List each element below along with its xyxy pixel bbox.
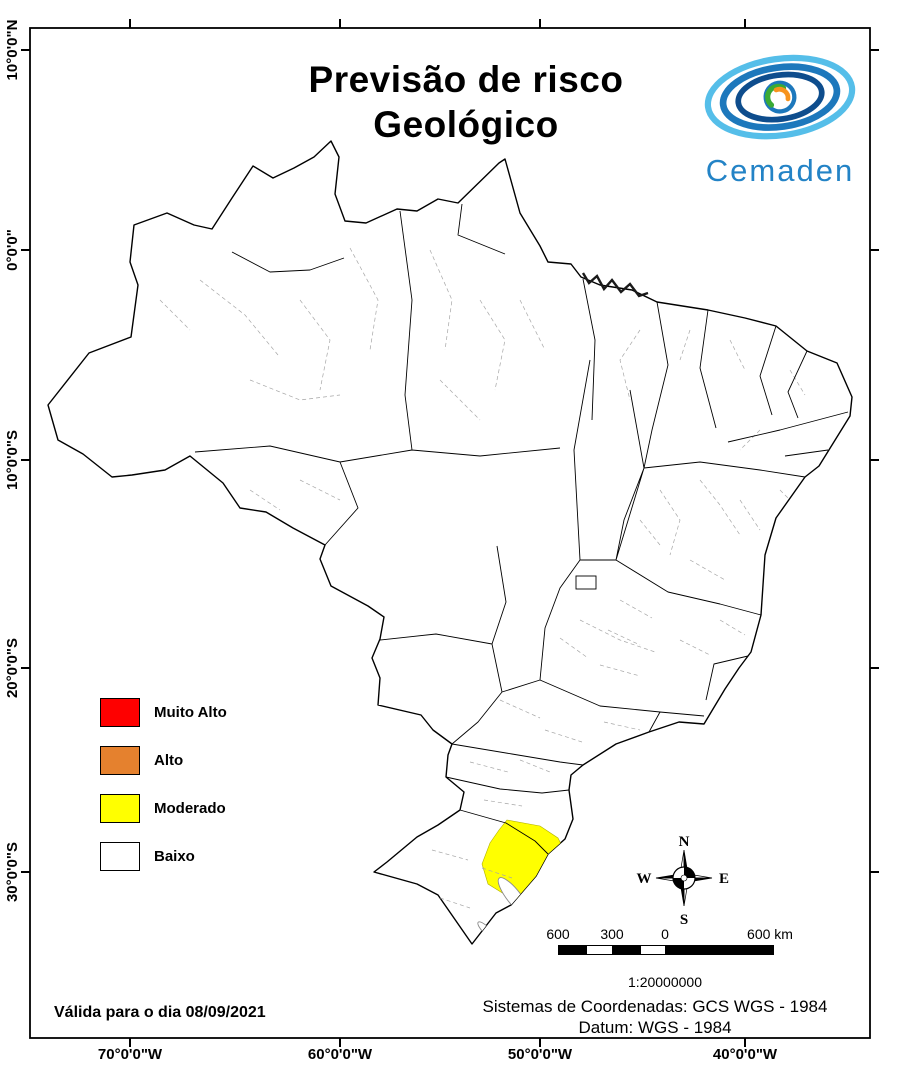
risk-legend: Muito Alto Alto Moderado Baixo bbox=[100, 698, 227, 890]
scale-bar bbox=[558, 945, 774, 955]
legend-label-alto: Alto bbox=[154, 752, 184, 769]
north-coast-detail bbox=[581, 272, 649, 298]
coordinate-system-text: Sistemas de Coordenadas: GCS WGS - 1984 … bbox=[435, 996, 875, 1038]
legend-label-muito-alto: Muito Alto bbox=[154, 704, 227, 721]
validity-date-text: Válida para o dia 08/09/2021 bbox=[54, 1004, 266, 1021]
map-frame bbox=[29, 27, 871, 1039]
legend-swatch-alto bbox=[100, 746, 140, 775]
compass-east-label: E bbox=[719, 871, 729, 887]
scale-segment bbox=[559, 946, 586, 954]
compass-north-label: N bbox=[679, 834, 690, 850]
lon-label-50w: 50°0'0"W bbox=[507, 1046, 573, 1063]
scale-segment bbox=[640, 946, 666, 954]
scale-ratio: 1:20000000 bbox=[628, 974, 702, 990]
legend-item-baixo: Baixo bbox=[100, 842, 227, 871]
lat-label-20s: 20°0'0"S bbox=[4, 637, 21, 699]
scale-segment bbox=[613, 946, 640, 954]
lat-label-0: 0°0'0" bbox=[4, 229, 21, 271]
scale-segment bbox=[666, 946, 773, 954]
scale-label-300: 300 bbox=[600, 926, 624, 942]
compass-south-label: S bbox=[680, 912, 688, 926]
lat-label-10n: 10°0'0"N bbox=[4, 19, 21, 81]
legend-swatch-baixo bbox=[100, 842, 140, 871]
lat-label-30s: 30°0'0"S bbox=[4, 841, 21, 903]
crs-line-2: Datum: WGS - 1984 bbox=[578, 1018, 732, 1037]
scale-label-0: 0 bbox=[661, 926, 669, 942]
title-line-2: Geológico bbox=[373, 104, 559, 145]
crs-line-1: Sistemas de Coordenadas: GCS WGS - 1984 bbox=[482, 997, 828, 1016]
distrito-federal-boundary bbox=[575, 575, 597, 590]
scale-label-600km: 600 km bbox=[747, 926, 793, 942]
legend-swatch-moderado bbox=[100, 794, 140, 823]
scale-label-600-left: 600 bbox=[546, 926, 570, 942]
legend-item-muito-alto: Muito Alto bbox=[100, 698, 227, 727]
lon-label-40w: 40°0'0"W bbox=[712, 1046, 778, 1063]
title-line-1: Previsão de risco bbox=[308, 59, 624, 100]
cemaden-eye-icon bbox=[704, 54, 856, 140]
compass-west-label: W bbox=[637, 871, 652, 887]
lon-label-70w: 70°0'0"W bbox=[97, 1046, 163, 1063]
scale-segment bbox=[586, 946, 613, 954]
legend-label-baixo: Baixo bbox=[154, 848, 195, 865]
legend-item-alto: Alto bbox=[100, 746, 227, 775]
lon-label-60w: 60°0'0"W bbox=[307, 1046, 373, 1063]
cemaden-logo: Cemaden bbox=[692, 50, 868, 189]
legend-item-moderado: Moderado bbox=[100, 794, 227, 823]
brazil-outline bbox=[47, 140, 853, 945]
legend-swatch-muito-alto bbox=[100, 698, 140, 727]
cemaden-logo-text: Cemaden bbox=[705, 153, 855, 188]
compass-rose: N S W E bbox=[637, 834, 730, 926]
legend-label-moderado: Moderado bbox=[154, 800, 226, 817]
lat-label-10s: 10°0'0"S bbox=[4, 429, 21, 491]
state-boundaries bbox=[194, 203, 849, 855]
map-title: Previsão de risco Geológico bbox=[201, 57, 731, 147]
graticule-ticks bbox=[21, 19, 879, 1047]
